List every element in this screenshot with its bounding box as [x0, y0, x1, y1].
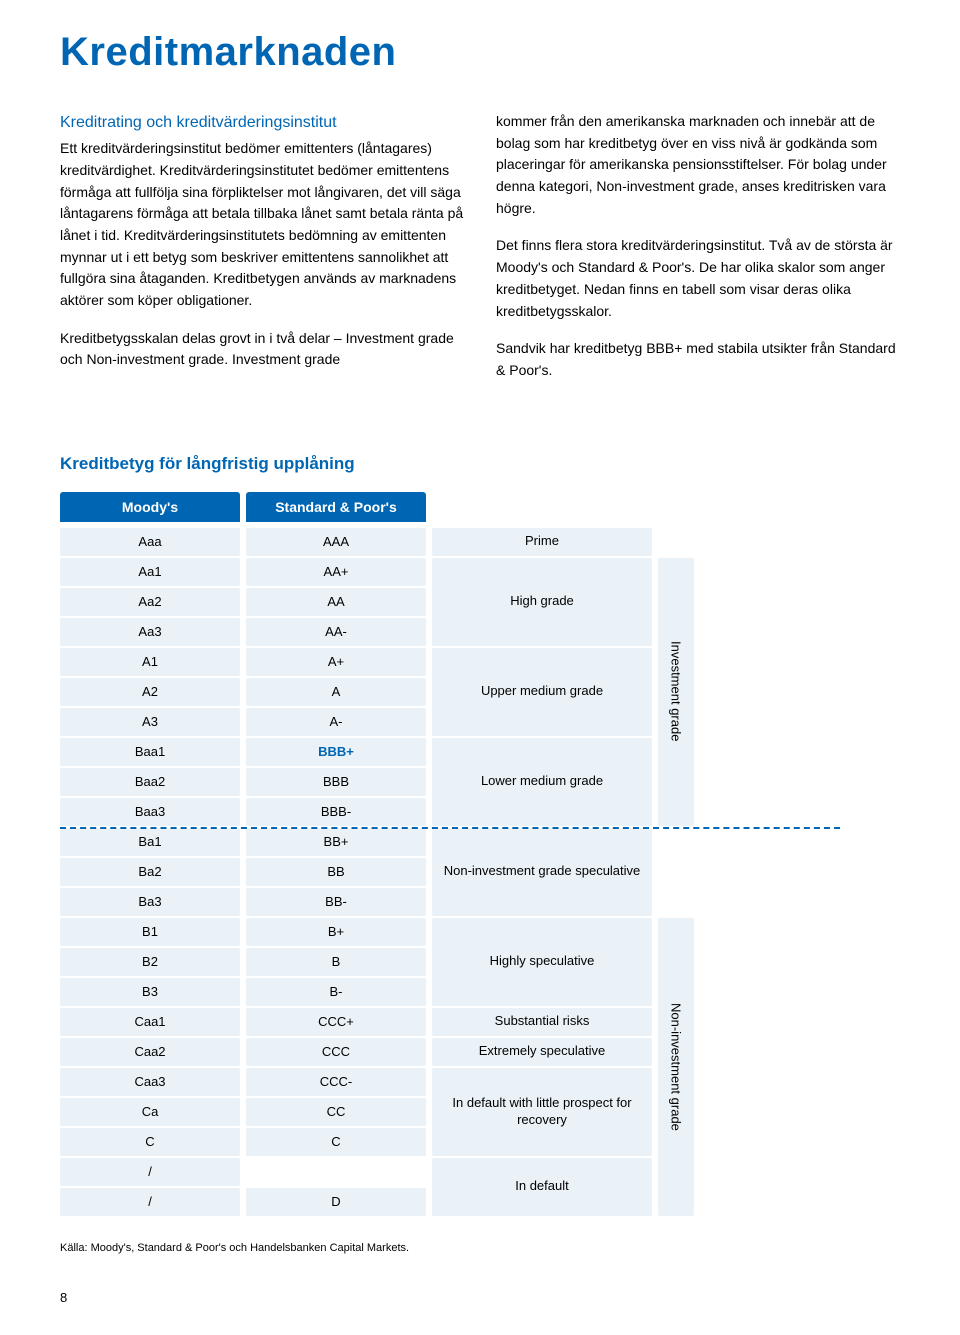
rating-cell: C [246, 1128, 426, 1156]
rating-cell: AA [246, 588, 426, 616]
rating-cell: B2 [60, 948, 240, 976]
rating-cell: BBB- [246, 798, 426, 826]
rating-cell: BB- [246, 888, 426, 916]
rating-cell: Ca [60, 1098, 240, 1126]
category-cell: Substantial risks [432, 1008, 652, 1036]
table-title: Kreditbetyg för långfristig upplåning [60, 454, 900, 474]
paragraph: Sandvik har kreditbetyg BBB+ med stabila… [496, 338, 900, 381]
paragraph: Det finns flera stora kreditvärderingsin… [496, 235, 900, 322]
rating-cell: Caa1 [60, 1008, 240, 1036]
rating-cell: C [60, 1128, 240, 1156]
rating-cell: CC [246, 1098, 426, 1126]
right-column: kommer från den amerikanska marknaden oc… [496, 111, 900, 398]
category-cell: Lower medium grade [432, 738, 652, 826]
category-column: PrimeHigh gradeUpper medium gradeLower m… [432, 528, 652, 1218]
rating-cell: B3 [60, 978, 240, 1006]
rating-cell: Aaa [60, 528, 240, 556]
text-columns: Kreditrating och kreditvärderingsinstitu… [60, 111, 900, 398]
rating-cell: CCC- [246, 1068, 426, 1096]
category-cell: Upper medium grade [432, 648, 652, 736]
rating-cell: BB [246, 858, 426, 886]
rating-cell: Ba2 [60, 858, 240, 886]
table-header-row: Moody's Standard & Poor's [60, 492, 880, 522]
source-note: Källa: Moody's, Standard & Poor's och Ha… [60, 1242, 900, 1254]
rating-cell: Caa2 [60, 1038, 240, 1066]
rating-cell: AAA [246, 528, 426, 556]
rating-cell: B+ [246, 918, 426, 946]
category-cell: Non-investment grade speculative [432, 828, 652, 916]
rating-cell: / [60, 1188, 240, 1216]
rating-cell: Caa3 [60, 1068, 240, 1096]
rating-cell: A3 [60, 708, 240, 736]
rating-cell: AA- [246, 618, 426, 646]
grade-divider [60, 827, 840, 829]
category-cell: High grade [432, 558, 652, 646]
rating-cell: A- [246, 708, 426, 736]
rating-table: Moody's Standard & Poor's AaaAa1Aa2Aa3A1… [60, 492, 880, 1218]
rating-cell: Baa2 [60, 768, 240, 796]
rating-cell: B- [246, 978, 426, 1006]
category-cell: In default with little prospect for reco… [432, 1068, 652, 1156]
rating-cell: Baa1 [60, 738, 240, 766]
grade-side-block: Non-investment grade [658, 918, 694, 1216]
rating-cell: A [246, 678, 426, 706]
rating-cell: Baa3 [60, 798, 240, 826]
rating-cell: BBB [246, 768, 426, 796]
category-cell: In default [432, 1158, 652, 1216]
rating-cell: Aa2 [60, 588, 240, 616]
table-body: AaaAa1Aa2Aa3A1A2A3Baa1Baa2Baa3Ba1Ba2Ba3B… [60, 528, 880, 1218]
paragraph: Kreditbetygsskalan delas grovt in i två … [60, 328, 464, 371]
grade-side-column: Investment grade Non-investment grade [658, 528, 694, 1218]
rating-cell: Ba3 [60, 888, 240, 916]
paragraph: kommer från den amerikanska marknaden oc… [496, 111, 900, 219]
paragraph: Ett kreditvärderingsinstitut bedömer emi… [60, 138, 464, 312]
rating-cell: BB+ [246, 828, 426, 856]
rating-cell: CCC [246, 1038, 426, 1066]
left-column: Kreditrating och kreditvärderingsinstitu… [60, 111, 464, 398]
category-cell: Extremely speculative [432, 1038, 652, 1066]
page-number: 8 [60, 1290, 900, 1305]
section-heading: Kreditrating och kreditvärderingsinstitu… [60, 111, 464, 134]
rating-cell: A1 [60, 648, 240, 676]
rating-cell: D [246, 1188, 426, 1216]
rating-cell: Aa3 [60, 618, 240, 646]
rating-cell: A2 [60, 678, 240, 706]
header-sp: Standard & Poor's [246, 492, 426, 522]
grade-side-label: Non-investment grade [669, 1003, 684, 1131]
grade-side-block: Investment grade [658, 558, 694, 826]
category-cell: Prime [432, 528, 652, 556]
rating-cell: Ba1 [60, 828, 240, 856]
rating-cell: B [246, 948, 426, 976]
rating-cell: Aa1 [60, 558, 240, 586]
sp-column: AAAAA+AAAA-A+AA-BBB+BBBBBB-BB+BBBB-B+BB-… [246, 528, 426, 1218]
rating-cell: BBB+ [246, 738, 426, 766]
rating-cell: A+ [246, 648, 426, 676]
category-cell: Highly speculative [432, 918, 652, 1006]
page-title: Kreditmarknaden [60, 30, 900, 75]
rating-cell: / [60, 1158, 240, 1186]
rating-cell: AA+ [246, 558, 426, 586]
rating-cell: CCC+ [246, 1008, 426, 1036]
rating-cell: B1 [60, 918, 240, 946]
grade-side-label: Investment grade [669, 641, 684, 741]
moodys-column: AaaAa1Aa2Aa3A1A2A3Baa1Baa2Baa3Ba1Ba2Ba3B… [60, 528, 240, 1218]
header-moodys: Moody's [60, 492, 240, 522]
